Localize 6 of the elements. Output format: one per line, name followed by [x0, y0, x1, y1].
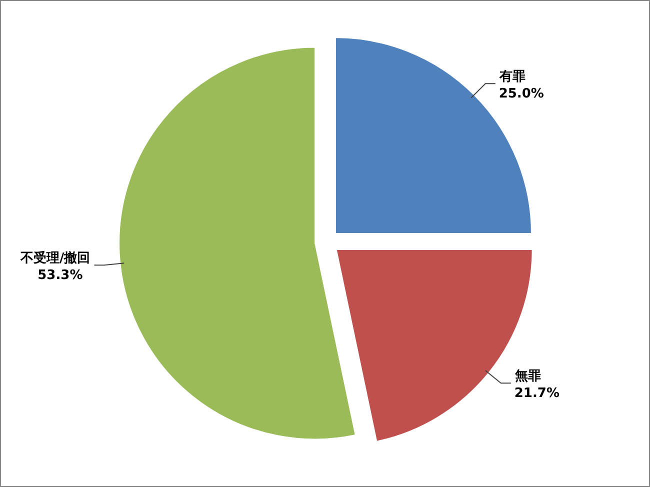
slice-label: 無罪 — [514, 369, 541, 384]
slice-label: 不受理/撤回 — [19, 250, 90, 266]
slice-label: 有罪 — [498, 70, 526, 85]
data-label: 21.7% — [514, 386, 560, 402]
data-label: 53.3% — [38, 268, 83, 284]
data-label: 25.0% — [498, 86, 544, 102]
